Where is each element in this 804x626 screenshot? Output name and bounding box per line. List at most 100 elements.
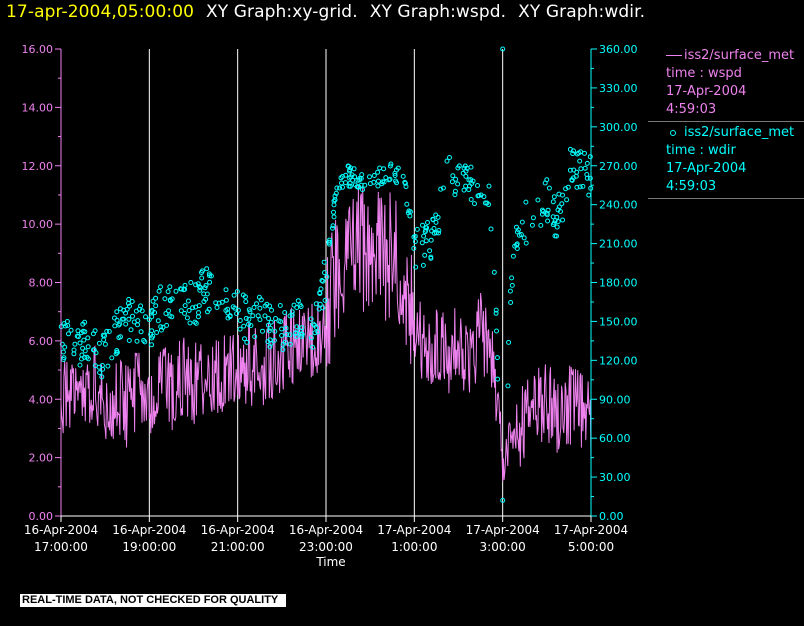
wdir-point (97, 370, 103, 376)
wdir-point (436, 228, 442, 233)
wdir-point (267, 325, 273, 331)
wdir-point (456, 163, 462, 169)
wdir-point (308, 316, 314, 322)
legend-wspd-date: 17-Apr-2004 (666, 84, 747, 99)
wdir-point (402, 180, 408, 186)
wdir-point (577, 158, 583, 164)
wdir-point (77, 362, 83, 368)
wdir-point (178, 308, 184, 314)
wdir-point (162, 296, 168, 302)
wdir-point (167, 284, 173, 290)
wdir-point (260, 328, 265, 334)
wdir-point (75, 334, 81, 340)
left-y-ticks: 0.00 2.00 4.00 6.00 8.00 10.00 12.00 14.00 16.00 (22, 43, 61, 523)
wdir-point (77, 340, 83, 346)
wdir-point (82, 348, 88, 354)
wdir-point (85, 335, 91, 341)
wdir-point (359, 172, 365, 178)
left-tick-label: 10.00 (22, 218, 54, 231)
wdir-point (468, 197, 474, 202)
legend-wdir-name: iss2/surface_met (684, 125, 795, 140)
wdir-point (545, 218, 551, 224)
wdir-point (338, 175, 344, 181)
wdir-point (469, 181, 475, 186)
wdir-point (195, 281, 201, 287)
wdir-point (203, 296, 209, 302)
wdir-point (114, 317, 120, 323)
wdir-point (127, 303, 132, 309)
wdir-point (411, 245, 417, 251)
wdir-point (582, 150, 587, 156)
legend-wdir-title: iss2/surface_met (666, 124, 804, 142)
wdir-point (324, 274, 330, 280)
legend-wspd-variable: time : wspd (666, 66, 742, 81)
wdir-point (257, 305, 263, 311)
wdir-point (493, 307, 499, 313)
wdir-point (515, 227, 521, 233)
wdir-point (248, 323, 254, 328)
wdir-point (299, 325, 305, 331)
wdir-point (326, 239, 332, 245)
wdir-point (182, 310, 187, 316)
wdir-point (135, 322, 140, 328)
wdir-point (429, 228, 435, 234)
wdir-point (310, 321, 316, 327)
wdir-point (203, 283, 209, 288)
wdir-point (331, 214, 337, 220)
wdir-point (114, 349, 120, 355)
time-ticks: 16-Apr-2004 17:00:00 16-Apr-2004 19:00:00 16… (24, 516, 628, 554)
wdir-point (551, 220, 557, 226)
wdir-point (414, 226, 420, 232)
title-timestamp: 17-apr-2004,05:00:00 (6, 2, 195, 22)
wdir-point (428, 255, 434, 261)
wdir-point (90, 331, 96, 337)
wdir-point (167, 297, 173, 303)
wdir-point (68, 327, 74, 333)
wdir-point (587, 175, 593, 181)
wdir-series (58, 46, 594, 503)
wdir-point (358, 182, 364, 188)
wdir-point (267, 337, 273, 343)
wdir-point (322, 270, 327, 276)
wdir-point (196, 284, 202, 290)
wdir-point (193, 282, 199, 288)
wdir-point (84, 354, 90, 360)
wdir-point (449, 179, 455, 185)
wdir-point (124, 306, 130, 312)
wdir-point (331, 209, 336, 215)
wdir-point (223, 287, 229, 293)
wdir-point (564, 197, 570, 203)
wdir-point (375, 178, 381, 184)
wdir-point (186, 308, 192, 313)
wdir-point (577, 184, 583, 190)
wdir-point (214, 305, 220, 310)
legend: iss2/surface_met time : wspd 17-Apr-2004… (648, 44, 804, 199)
wdir-point (381, 179, 387, 185)
time-tick-date: 17-Apr-2004 (466, 523, 540, 537)
wdir-point (112, 323, 118, 329)
wdir-point (500, 46, 506, 52)
wdir-point (282, 310, 288, 315)
wdir-point (158, 327, 164, 333)
wdir-point (289, 309, 295, 315)
wdir-point (272, 328, 278, 334)
wdir-point (343, 172, 349, 178)
wdir-point (475, 193, 481, 199)
wdir-point (190, 305, 196, 311)
wdir-point (216, 300, 222, 306)
wdir-point (412, 233, 418, 239)
wdir-point (403, 184, 409, 190)
wdir-point (114, 309, 120, 315)
wdir-point (569, 177, 575, 183)
quality-disclaimer: REAL-TIME DATA, NOT CHECKED FOR QUALITY (20, 594, 287, 607)
wdir-point (293, 330, 299, 336)
wdir-point (102, 341, 108, 347)
title-graph-wdir: XY Graph:wdir. (518, 2, 646, 22)
title-graph-wspd: XY Graph:wspd. (369, 2, 507, 22)
wdir-point (574, 184, 580, 190)
right-tick-label: 120.00 (599, 354, 638, 367)
wdir-point (227, 313, 233, 319)
wdir-point (530, 215, 536, 221)
wdir-point (266, 328, 272, 334)
